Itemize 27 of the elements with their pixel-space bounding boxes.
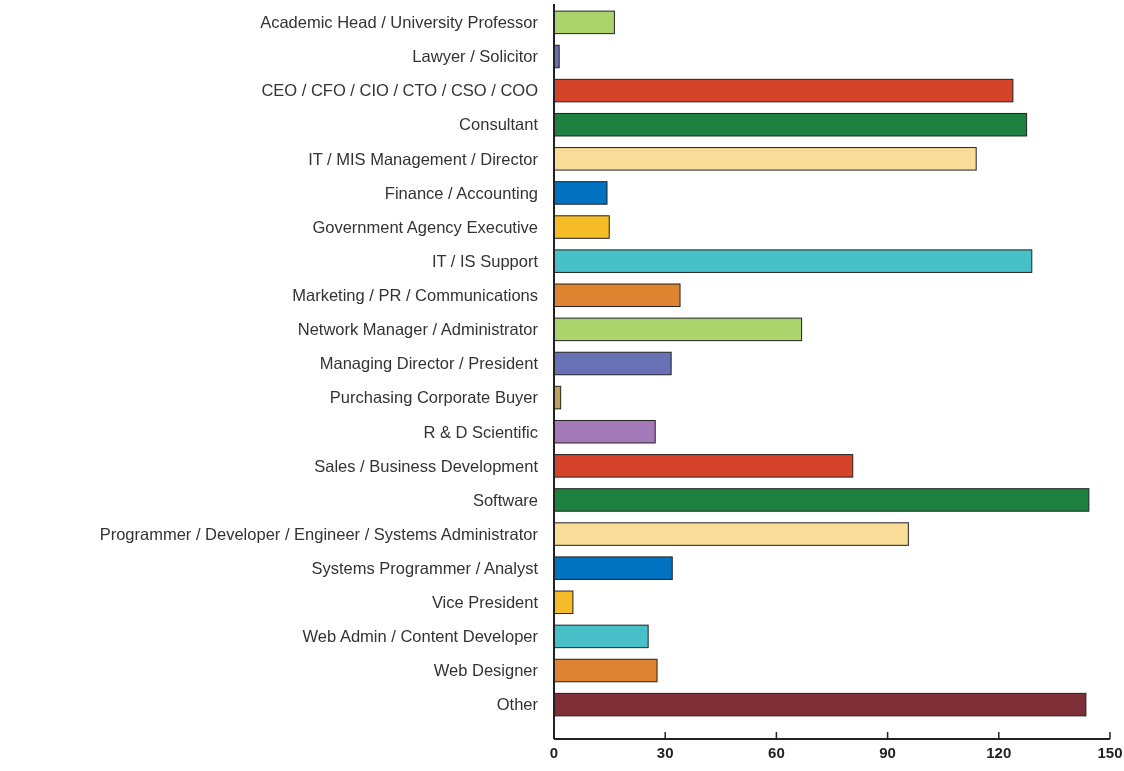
x-tick-label: 120 [986, 744, 1012, 761]
y-tick-label: Other [496, 695, 539, 714]
y-tick-label: R & D Scientific [423, 422, 538, 441]
y-tick-label: Web Admin / Content Developer [302, 627, 539, 646]
y-tick-label: Marketing / PR / Communications [292, 286, 538, 305]
y-tick-label: Web Designer [433, 661, 539, 680]
y-tick-label: Vice President [431, 593, 539, 612]
y-tick-label: Systems Programmer / Analyst [311, 558, 539, 577]
y-tick-label: Finance / Accounting [384, 183, 538, 202]
y-tick-label: Lawyer / Solicitor [412, 47, 539, 66]
x-tick-label: 30 [656, 744, 674, 761]
y-tick-label: Academic Head / University Professor [260, 13, 539, 32]
y-tick-label: CEO / CFO / CIO / CTO / CSO / COO [261, 81, 539, 100]
y-tick-label: Programmer / Developer / Engineer / Systems Administrator [99, 524, 539, 543]
y-tick-label: Sales / Business Development [314, 456, 539, 475]
y-tick-label: Purchasing Corporate Buyer [329, 388, 539, 407]
y-tick-label: Consultant [459, 115, 539, 134]
y-tick-label: Software [472, 490, 538, 509]
x-tick-label: 90 [879, 744, 896, 761]
x-tick-label: 0 [549, 744, 559, 761]
y-tick-label: IT / MIS Management / Director [308, 149, 539, 168]
x-tick-label: 60 [768, 744, 785, 761]
y-tick-label: Government Agency Executive [312, 217, 538, 236]
y-tick-label: Managing Director / President [319, 354, 539, 373]
x-tick-label: 150 [1097, 744, 1123, 761]
y-tick-label: Network Manager / Administrator [297, 320, 539, 339]
y-tick-label: IT / IS Support [431, 251, 539, 270]
